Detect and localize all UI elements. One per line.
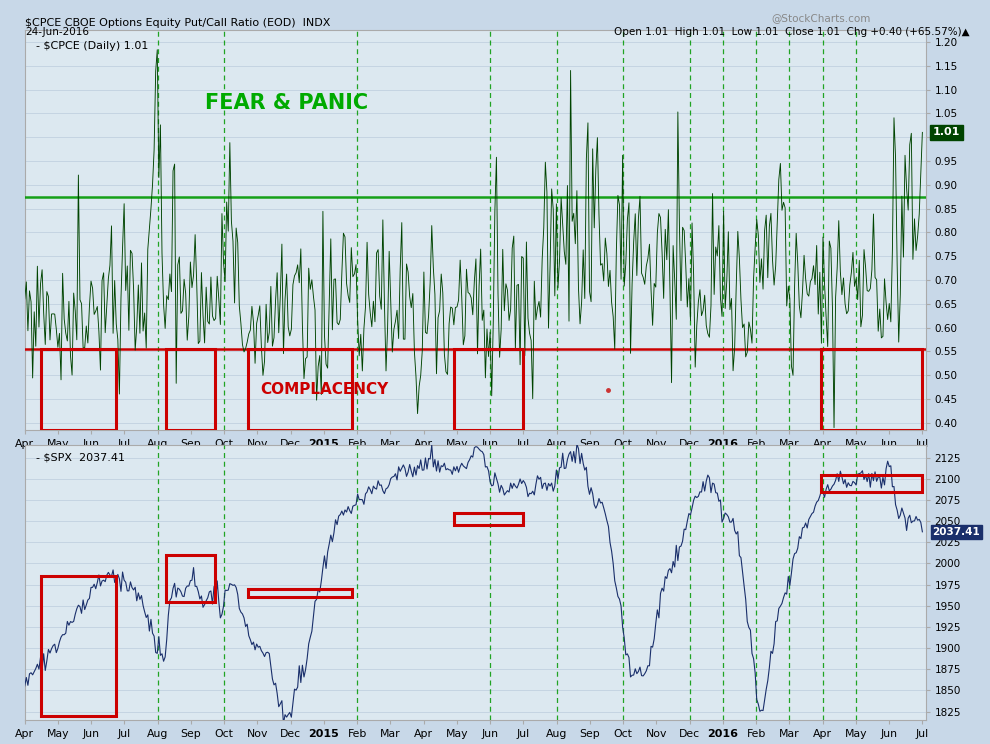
Text: FEAR & PANIC: FEAR & PANIC	[205, 92, 368, 112]
Text: 24-Jun-2016: 24-Jun-2016	[25, 27, 89, 36]
Bar	[42, 349, 117, 430]
Text: 2037.41: 2037.41	[933, 527, 980, 537]
Bar	[42, 576, 117, 716]
Text: - $CPCE (Daily) 1.01: - $CPCE (Daily) 1.01	[36, 41, 148, 51]
Bar	[453, 513, 523, 525]
Bar	[821, 475, 923, 492]
Bar	[248, 589, 352, 597]
Text: Open 1.01  High 1.01  Low 1.01  Close 1.01  Chg +0.40 (+65.57%)▲: Open 1.01 High 1.01 Low 1.01 Close 1.01 …	[614, 27, 969, 36]
Text: COMPLACENCY: COMPLACENCY	[260, 382, 389, 397]
Bar	[821, 349, 923, 430]
Text: 1.01: 1.01	[933, 127, 960, 138]
Text: - $SPX  2037.41: - $SPX 2037.41	[36, 452, 125, 463]
Bar	[165, 349, 215, 430]
Bar	[165, 555, 215, 602]
Bar	[453, 349, 523, 430]
Text: $CPCE CBOE Options Equity Put/Call Ratio (EOD)  INDX: $CPCE CBOE Options Equity Put/Call Ratio…	[25, 18, 330, 28]
Text: @StockCharts.com: @StockCharts.com	[772, 13, 871, 23]
Bar	[248, 349, 352, 430]
